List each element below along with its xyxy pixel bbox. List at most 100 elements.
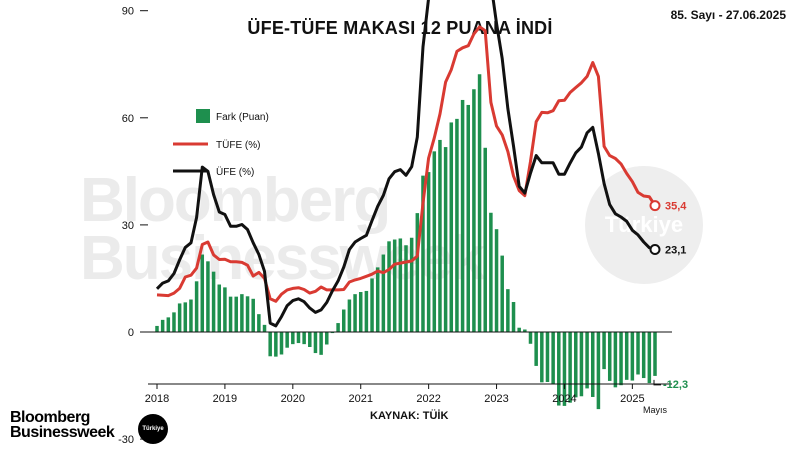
fark-bar [421, 175, 425, 332]
fark-bar [392, 239, 397, 332]
fark-bar [647, 332, 652, 384]
logo-line2: Businessweek [10, 424, 115, 441]
fark-bar [551, 332, 555, 385]
fark-bar [630, 332, 635, 381]
fark-bar [585, 332, 589, 389]
fark-bar [409, 237, 414, 332]
fark-bar [466, 104, 471, 332]
fark-bar [313, 332, 318, 354]
fark-bar [291, 332, 295, 345]
legend-label: TÜFE (%) [216, 139, 260, 151]
fark-bar [319, 332, 323, 355]
fark-end-leader [653, 379, 661, 386]
fark-bar [460, 99, 465, 332]
axis-group: -300306090120150201820192020202120222023… [118, 6, 672, 446]
fark-bar [223, 287, 227, 332]
fark-bar [426, 172, 431, 332]
fark-bar [228, 296, 233, 332]
fark-bar [590, 332, 595, 397]
fark-bar [285, 332, 289, 348]
fark-bar [183, 302, 188, 332]
fark-bar [574, 332, 578, 398]
x-tick-sublabel: Mayıs [643, 405, 668, 415]
fark-bar [641, 332, 646, 379]
y-tick-label: 60 [122, 113, 134, 125]
x-tick-label: 2025 [620, 393, 644, 405]
y-tick-label: 30 [122, 220, 134, 232]
fark-bar [160, 319, 165, 332]
fark-bar [257, 314, 261, 332]
fark-bar [613, 332, 618, 388]
fark-bar [166, 317, 171, 332]
fark-bar [438, 139, 442, 332]
fark-bar [387, 241, 391, 332]
fark-bar [472, 89, 476, 333]
fark-bar [364, 290, 369, 332]
legend-label: Fark (Puan) [216, 112, 269, 123]
fark-bar [557, 332, 561, 406]
fark-bar [194, 281, 199, 332]
tufe-end-marker [649, 200, 661, 212]
fark-bar [279, 332, 284, 355]
fark-bar [619, 332, 623, 386]
source-label: KAYNAK: TÜİK [370, 410, 449, 422]
fark-bar [540, 332, 544, 383]
fark-bar [602, 332, 606, 370]
fark-bar [562, 332, 567, 406]
fark-bar [443, 147, 448, 332]
watermark-line1: Bloomberg [80, 166, 391, 235]
fark-bar [579, 332, 584, 397]
y-tick-label: 90 [122, 6, 134, 18]
fark-bar [375, 267, 380, 332]
issue-date: 85. Sayı - 27.06.2025 [670, 8, 786, 22]
x-tick-label: 2024 [552, 393, 576, 405]
fark-bar [624, 332, 629, 380]
tufe-line [156, 25, 657, 303]
fark-bar [155, 325, 159, 332]
fark-bar [404, 245, 408, 332]
fark-bar [308, 332, 312, 347]
fark-bar [240, 294, 244, 332]
fark-bar [330, 332, 335, 334]
y-tick-label: -30 [118, 434, 134, 446]
y-tick-label: 0 [128, 327, 134, 339]
fark-bar [455, 118, 459, 332]
x-tick-label: 2021 [348, 393, 372, 405]
logo-line1: Bloomberg [10, 409, 90, 426]
logo-badge: Türkiye [138, 414, 168, 444]
fark-bar [415, 213, 420, 332]
fark-bar [262, 324, 267, 332]
fark-bar [534, 332, 538, 366]
x-tick-label: 2018 [145, 393, 169, 405]
fark-bar [381, 254, 386, 332]
fark-bar [432, 151, 437, 332]
fark-bar [353, 294, 357, 332]
fark-bar [268, 332, 272, 357]
fark-bar [398, 238, 403, 332]
fark-bar [500, 255, 504, 332]
fark-bar [517, 327, 521, 332]
line-group [155, 0, 657, 328]
fark-bar [607, 332, 612, 381]
brand-logo: Bloomberg Businessweek [10, 409, 115, 441]
fark-bar [528, 332, 533, 344]
fark-bar [211, 271, 216, 332]
x-tick-label: 2019 [213, 393, 237, 405]
fark-bar [172, 312, 176, 332]
ufe-line [155, 0, 656, 328]
legend-label: ÜFE (%) [216, 166, 254, 178]
fark-bar [477, 74, 482, 332]
fark-bar [206, 261, 210, 332]
annotation-group: 35,4 23,1 -12,3 [649, 200, 688, 391]
fark-bar [523, 329, 527, 332]
fark-bar [568, 332, 572, 403]
x-tick-label: 2023 [484, 393, 508, 405]
fark-end-label: -12,3 [663, 379, 688, 391]
fark-bar [596, 332, 601, 410]
x-tick-label: 2022 [416, 393, 440, 405]
fark-bar [251, 298, 255, 332]
fark-bar [483, 147, 487, 332]
fark-bar [336, 323, 340, 332]
fark-bar [177, 303, 182, 332]
